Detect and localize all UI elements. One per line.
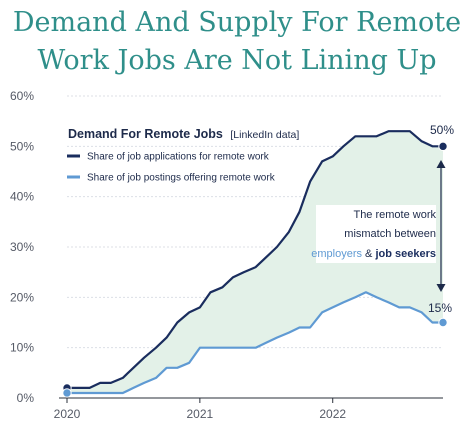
- y-tick-label-4: 40%: [10, 190, 34, 204]
- legend-title: Demand For Remote Jobs [LinkedIn data]: [68, 127, 299, 141]
- legend-label-postings: Share of job postings offering remote wo…: [87, 173, 276, 184]
- x-tick-label-0: 2020: [54, 407, 81, 421]
- annotation-line-1: The remote work: [353, 209, 436, 221]
- y-axis-ticks: 0% 10% 20% 30% 40% 50% 60%: [10, 89, 34, 405]
- postings-line: [67, 291, 443, 395]
- endpoint-markers: [62, 141, 448, 398]
- applications-end-label: 50%: [430, 123, 454, 137]
- y-tick-label-6: 60%: [10, 89, 34, 103]
- mismatch-arrow-head-up: [436, 160, 446, 168]
- gap-area: [67, 131, 443, 393]
- x-tick-label-2: 2022: [319, 407, 346, 421]
- postings-end-marker: [438, 317, 448, 328]
- legend: Demand For Remote Jobs [LinkedIn data] S…: [67, 127, 299, 184]
- x-tick-label-1: 2021: [187, 407, 214, 421]
- y-tick-label-3: 30%: [10, 240, 34, 254]
- annotation-employers: employers: [311, 248, 362, 260]
- annotation-line-3: employers & job seekers: [311, 248, 436, 260]
- legend-title-main: Demand For Remote Jobs: [68, 127, 223, 141]
- applications-end-marker: [438, 141, 448, 152]
- annotation-ampersand: &: [362, 248, 375, 260]
- legend-label-applications: Share of job applications for remote wor…: [87, 152, 270, 163]
- applications-line: [67, 130, 443, 389]
- postings-end-label: 15%: [428, 301, 452, 315]
- mismatch-arrow: [436, 160, 446, 292]
- chart-title-line-1: Demand And Supply For Remote: [12, 7, 462, 38]
- y-tick-label-0: 0%: [17, 391, 35, 405]
- annotation-line-2: mismatch between: [344, 228, 436, 240]
- x-axis-ticks: 2020 2021 2022: [54, 398, 346, 421]
- annotation-background: [316, 205, 436, 263]
- mismatch-annotation: The remote work mismatch between employe…: [311, 205, 436, 263]
- annotation-job-seekers: job seekers: [374, 248, 436, 260]
- mismatch-arrow-head-down: [436, 284, 446, 292]
- chart-title-line-2: Work Jobs Are Not Lining Up: [37, 45, 437, 76]
- y-tick-label-5: 50%: [10, 139, 34, 153]
- legend-source: [LinkedIn data]: [230, 129, 299, 141]
- postings-start-marker: [62, 388, 72, 398]
- y-tick-label-1: 10%: [10, 341, 34, 355]
- chart-title: Demand And Supply For Remote Work Jobs A…: [0, 4, 474, 80]
- y-tick-label-2: 20%: [10, 290, 34, 304]
